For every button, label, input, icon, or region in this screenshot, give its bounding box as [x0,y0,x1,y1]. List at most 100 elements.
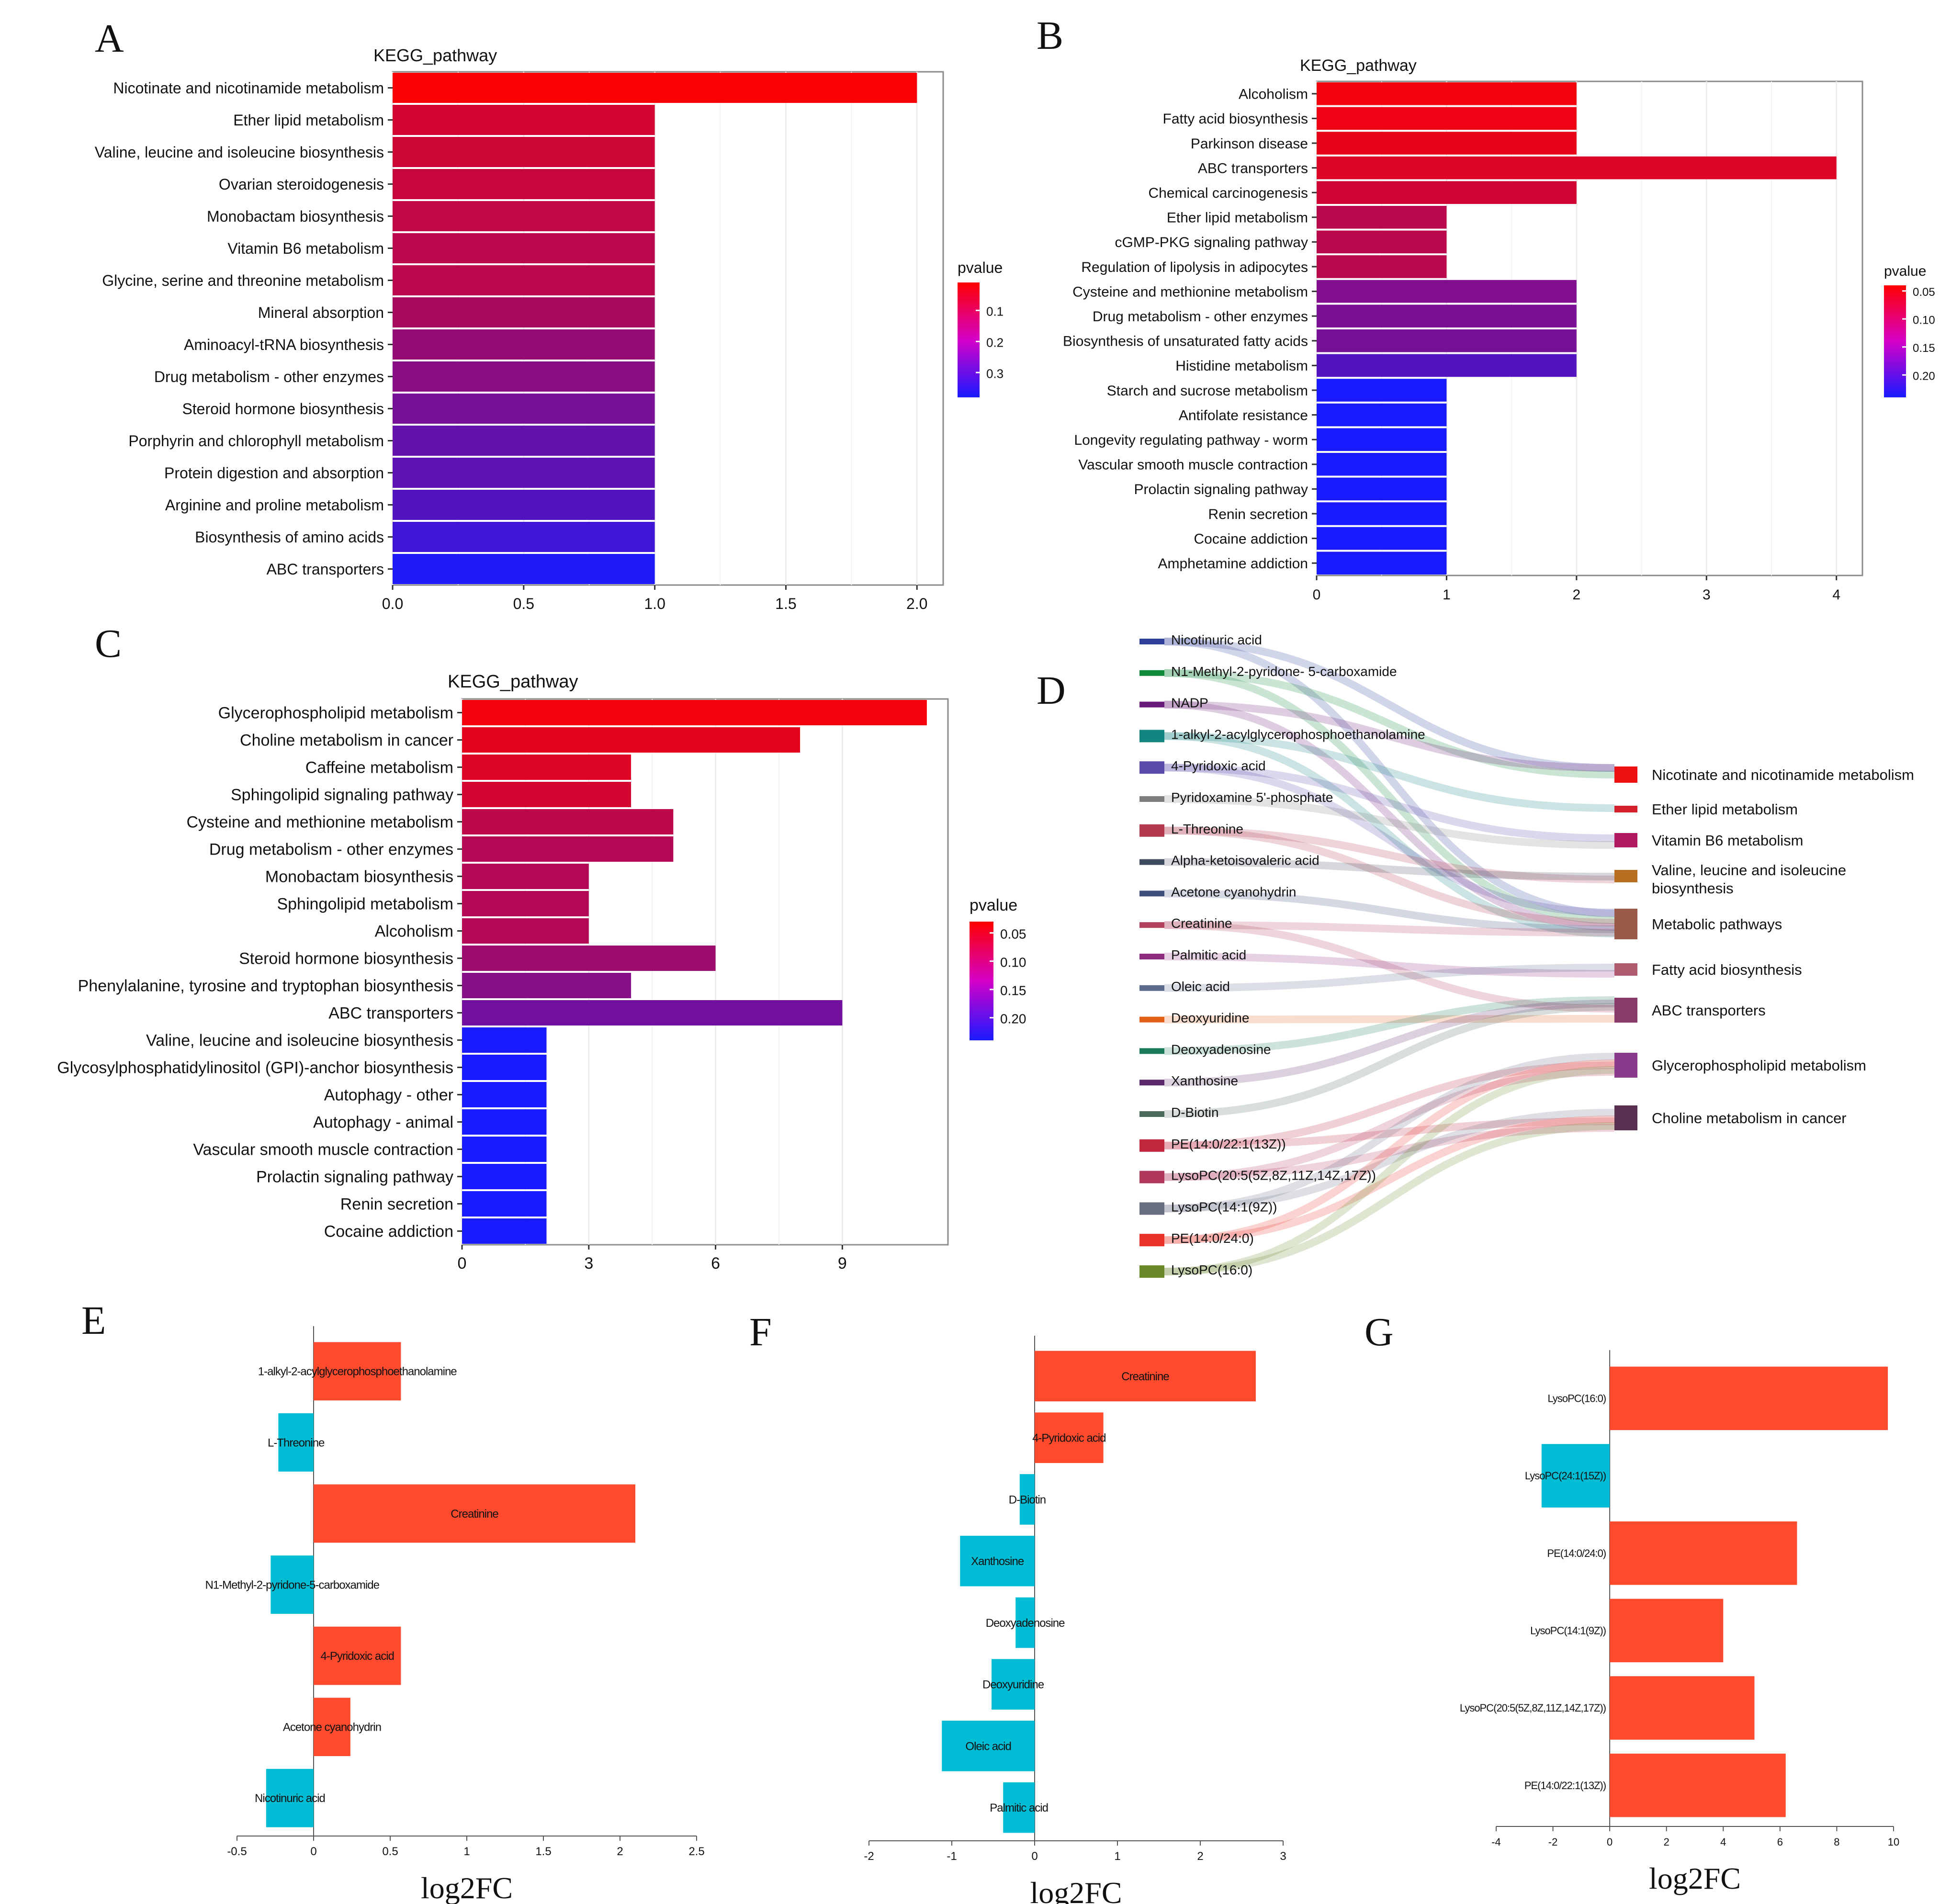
target-node [1614,833,1637,847]
bar [1317,403,1447,427]
category-label: ABC transporters [1198,160,1308,176]
bar [271,1555,314,1614]
bar [1317,428,1447,451]
source-label: Nicotinuric acid [1171,632,1262,647]
category-label: Monobactam biosynthesis [207,208,384,225]
target-label: ABC transporters [1652,1002,1766,1019]
x-tick-label: 1 [1443,587,1451,603]
source-label: 1-alkyl-2-acylglycerophosphoethanolamine [1171,727,1425,742]
sankey-link [1164,1122,1615,1275]
chart-title: KEGG_pathway [373,45,497,65]
bar-label: 1-alkyl-2-acylglycerophosphoethanolamine [258,1365,457,1378]
bar-label: LysoPC(20:5(5Z,8Z,11Z,14Z,17Z)) [1460,1702,1606,1714]
x-tick-label: 2 [1664,1836,1669,1848]
legend-label: 0.15 [1000,983,1026,998]
category-label: Nicotinate and nicotinamide metabolism [113,79,384,97]
bar-label: Deoxyadenosine [986,1617,1065,1630]
category-label: Biosynthesis of unsaturated fatty acids [1063,334,1308,349]
bar [462,1164,547,1189]
category-label: ABC transporters [328,1004,453,1023]
bar [314,1484,635,1543]
category-label: Vitamin B6 metabolism [227,240,384,257]
bar [314,1626,401,1685]
bar [1317,156,1837,180]
target-node [1614,1105,1637,1130]
bar [1003,1782,1035,1833]
sankey-link [1164,1117,1615,1149]
sankey-link [1164,826,1615,883]
category-label: Glycerophospholipid metabolism [218,704,453,722]
category-label: Drug metabolism - other enzymes [154,368,384,385]
bar [1317,206,1447,229]
bar [1035,1412,1104,1463]
source-node [1139,954,1164,959]
x-tick-label: -1 [947,1850,957,1863]
bar [462,700,927,725]
legend-colorbar [970,922,993,1040]
source-label: LysoPC(16:0) [1171,1262,1252,1277]
legend-title: pvalue [970,896,1017,914]
bar-label: 4-Pyridoxic acid [320,1650,394,1663]
bar [462,864,589,889]
source-node [1139,701,1164,708]
source-node [1139,922,1164,928]
source-label: Oleic acid [1171,979,1230,994]
panel-b-letter: B [1037,13,1063,58]
bar [393,201,655,231]
category-label: Glycine, serine and threonine metabolism [102,272,384,289]
bar [1610,1599,1724,1663]
source-label: LysoPC(14:1(9Z)) [1171,1199,1277,1214]
bar [266,1769,314,1827]
sankey-link [1164,921,1615,1013]
source-label: L-Threonine [1171,822,1243,836]
x-tick-label: 6 [1777,1836,1783,1848]
panel-b-chart: KEGG_pathway Alcoholism Fatty acid biosynt… [1063,56,1935,603]
sankey-link [1164,1053,1615,1213]
category-label: Vascular smooth muscle contraction [193,1141,453,1159]
bar-label: PE(14:0/22:1(13Z)) [1524,1780,1606,1791]
bar [1317,379,1447,402]
sankey-link [1164,669,1615,924]
x-tick-label: 10 [1888,1836,1899,1848]
bar [393,554,655,584]
bar [1317,354,1577,377]
bar [462,836,674,862]
category-label: Vascular smooth muscle contraction [1078,457,1308,473]
bar [462,1055,547,1080]
panel-a-letter: A [95,16,124,61]
bar-label: Acetone cyanohydrin [283,1721,381,1734]
source-label: Alpha-ketoisovaleric acid [1171,853,1319,868]
source-label: NADP [1171,696,1208,710]
panel-g-chart: LysoPC(16:0) LysoPC(24:1(15Z)) PE(14:0/24:… [1460,1350,1899,1895]
x-tick-label: 1.5 [775,595,796,612]
source-node [1139,890,1164,897]
x-tick-label: 1.5 [535,1845,551,1858]
source-label: N1-Methyl-2-pyridone- 5-carboxamide [1171,664,1397,679]
x-tick-label: 4 [1720,1836,1726,1848]
panel-e-letter: E [81,1298,106,1343]
bar [1317,107,1577,130]
x-tick-label: 4 [1832,587,1840,603]
panel-e-chart: 1-alkyl-2-acylglycerophosphoethanolamine… [205,1326,705,1904]
bar-label: Creatinine [1121,1370,1169,1383]
bar [462,1191,547,1217]
category-label: Renin secretion [1208,507,1308,522]
panel-d-sankey: Nicotinuric acid N1-Methyl-2-pyridone- 5-… [1139,632,1914,1278]
bar [942,1721,1035,1771]
sankey-link [1164,1015,1615,1024]
bar [314,1342,401,1401]
x-tick-label: -4 [1491,1836,1501,1848]
bar [1317,453,1447,476]
sankey-link [1164,921,1615,936]
category-label: Glycosylphosphatidylinositol (GPI)-ancho… [57,1059,453,1077]
legend-label: 0.2 [986,335,1004,349]
target-label: Metabolic pathways [1652,916,1782,933]
panel-c-chart: KEGG_pathway Glycerophospholipid metaboli… [57,672,1026,1273]
category-label: Fatty acid biosynthesis [1163,111,1308,127]
x-tick-label: 0 [310,1845,316,1858]
bar [1317,527,1447,550]
category-label: Cocaine addiction [1194,531,1308,547]
category-label: Alcoholism [375,923,453,941]
bar [393,169,655,199]
